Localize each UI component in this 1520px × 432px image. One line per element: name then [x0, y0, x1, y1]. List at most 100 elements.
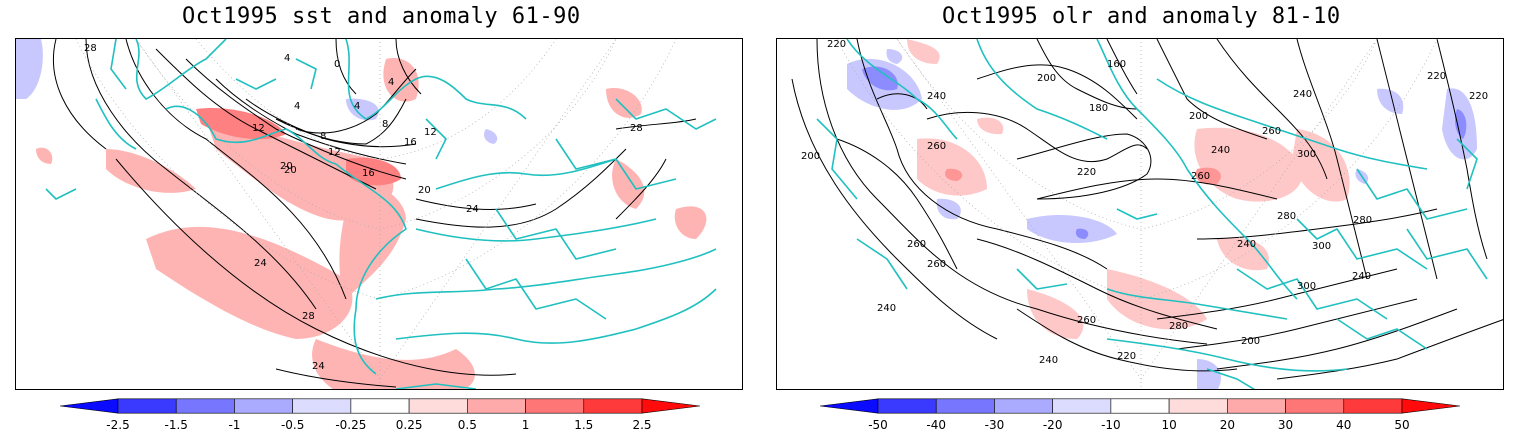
contour-label: 24: [466, 204, 479, 215]
olr-positive-anomaly: [907, 39, 1350, 339]
sst-coastlines: [45, 39, 717, 389]
contour-label: 8: [382, 119, 388, 130]
contour-label: 0: [334, 59, 340, 70]
colorbar-segment: [1110, 398, 1170, 414]
colorbar-segment: [877, 398, 937, 414]
olr-contour-labels: 220 260 240 200 180 160 200 220 240 260 …: [801, 39, 1488, 366]
colorbar-tick-label: -1.5: [164, 418, 188, 432]
contour-label: 220: [1427, 71, 1446, 82]
colorbar-segment: [819, 398, 879, 414]
colorbar-segment: [1168, 398, 1228, 414]
colorbar-segment: [467, 398, 526, 414]
contour-label: 260: [1262, 126, 1281, 137]
contour-label: 20: [280, 161, 293, 172]
contour-label: 12: [328, 147, 341, 158]
contour-label: 300: [1297, 281, 1316, 292]
colorbar-tick-label: 0.5: [457, 418, 477, 432]
colorbar-segment: [1401, 398, 1461, 414]
sst-negative-anomaly: [16, 39, 498, 144]
contour-label: 4: [294, 101, 300, 112]
contour-label: 180: [1089, 103, 1108, 114]
contour-label: 220: [1117, 351, 1136, 362]
contour-label: 220: [1077, 167, 1096, 178]
olr-map: 220 260 240 200 180 160 200 220 240 260 …: [776, 38, 1504, 390]
contour-label: 260: [1191, 171, 1210, 182]
contour-label: 24: [312, 361, 325, 372]
colorbar-tick-label: 20: [1219, 418, 1235, 432]
contour-label: 20: [418, 185, 431, 196]
contour-label: 16: [404, 137, 417, 148]
colorbar-tick-label: -30: [984, 418, 1005, 432]
contour-label: 240: [1293, 89, 1312, 100]
contour-label: 280: [1277, 211, 1296, 222]
colorbar-segment: [1285, 398, 1345, 414]
colorbar-tick-label: 50: [1394, 418, 1410, 432]
colorbar-tick-label: 40: [1336, 418, 1352, 432]
colorbar-segment: [234, 398, 293, 414]
olr-strong-negative: [862, 66, 1467, 239]
colorbar-segment: [525, 398, 585, 414]
colorbar-segment: [350, 398, 410, 414]
colorbar-segment: [292, 398, 352, 414]
colorbar-tick-label: 1.5: [574, 418, 594, 432]
colorbar-tick-label: 0.25: [395, 418, 423, 432]
olr-graticule: [836, 39, 1438, 389]
contour-label: 20: [284, 165, 297, 176]
colorbar-segment: [935, 398, 995, 414]
contour-label: 240: [1039, 355, 1058, 366]
contour-label: 220: [1469, 91, 1488, 102]
contour-label: 200: [1037, 73, 1056, 84]
colorbar-segment: [583, 398, 643, 414]
colorbar-tick-label: 30: [1277, 418, 1294, 432]
contour-label: 280: [1169, 321, 1188, 332]
contour-label: 260: [927, 141, 946, 152]
colorbar-tick-label: 1: [521, 418, 530, 432]
contour-label: 240: [927, 91, 946, 102]
colorbar-tick-label: -10: [1101, 418, 1121, 432]
colorbar-tick-label: -40: [926, 418, 947, 432]
contour-label: 260: [907, 239, 926, 250]
contour-label: 220: [827, 39, 846, 50]
colorbar-segment: [117, 398, 177, 414]
olr-contours: [791, 39, 1503, 380]
colorbar-segment: [175, 398, 235, 414]
contour-label: 240: [1211, 145, 1230, 156]
contour-label: 28: [630, 123, 643, 134]
contour-label: 260: [1077, 315, 1096, 326]
contour-label: 300: [1297, 149, 1316, 160]
colorbar-tick-label: -0.25: [335, 418, 367, 432]
sst-contour-labels: 28 24 20 16 12 8 4 0 4 8 12 16 20 24 28 …: [84, 43, 643, 372]
contour-label: 28: [302, 311, 315, 322]
sst-colorbar: [59, 397, 701, 415]
colorbar-tick-label: -1: [228, 418, 241, 432]
sst-contours: [52, 39, 697, 388]
contour-label: 240: [1352, 271, 1371, 282]
colorbar-segment: [1343, 398, 1403, 414]
olr-strong-anomaly: [945, 167, 1221, 185]
contour-label: 4: [284, 53, 290, 64]
contour-label: 200: [801, 151, 820, 162]
colorbar-segment: [1227, 398, 1286, 414]
contour-label: 200: [1241, 336, 1260, 347]
olr-panel-title: Oct1995 olr and anomaly 81-10: [942, 4, 1341, 29]
colorbar-tick-label: -2.5: [106, 418, 130, 432]
colorbar-tick-label: -0.5: [280, 418, 305, 432]
contour-label: 28: [84, 43, 97, 54]
colorbar-segment: [408, 398, 468, 414]
contour-label: 16: [362, 168, 375, 179]
colorbar-tick-label: 2.5: [632, 418, 652, 432]
sst-map: 28 24 20 16 12 8 4 0 4 8 12 16 20 24 28 …: [15, 38, 743, 390]
colorbar-segment: [641, 398, 701, 414]
contour-label: 280: [1353, 215, 1372, 226]
colorbar-segment: [59, 398, 119, 414]
olr-coastlines: [816, 39, 1488, 389]
contour-label: 200: [1189, 111, 1208, 122]
sst-graticule: [75, 39, 677, 389]
sst-panel-title: Oct1995 sst and anomaly 61-90: [182, 4, 581, 29]
contour-label: 12: [252, 123, 265, 134]
olr-colorbar: [819, 397, 1461, 415]
contour-label: 300: [1312, 241, 1331, 252]
contour-label: 260: [927, 259, 946, 270]
colorbar-segment: [994, 398, 1053, 414]
sst-positive-anomaly: [36, 58, 707, 389]
